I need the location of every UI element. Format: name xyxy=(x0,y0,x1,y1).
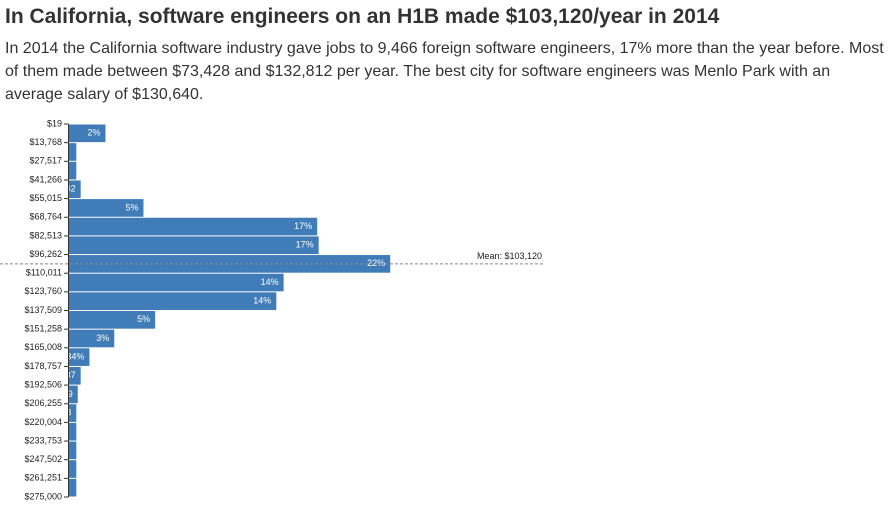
bar xyxy=(69,180,81,199)
y-tick-label: $27,517 xyxy=(29,156,62,166)
y-tick-label: $68,764 xyxy=(29,212,62,222)
y-tick-label: $55,015 xyxy=(29,193,62,203)
bar xyxy=(69,310,156,329)
y-tick-label: $261,251 xyxy=(24,473,62,483)
bar xyxy=(69,143,77,161)
bar xyxy=(69,478,77,497)
y-tick-label: $13,768 xyxy=(29,137,62,147)
bar xyxy=(69,217,318,236)
bar xyxy=(69,292,277,310)
bar xyxy=(69,255,391,273)
bar xyxy=(69,422,77,441)
plot-area: 2% 42 5% 17% 17% 22% 14% 14% 5% 3% 34% 37 9 8 xyxy=(66,124,391,497)
bar-label: 34% xyxy=(66,352,84,362)
bar xyxy=(69,348,90,366)
bar-label: 42 xyxy=(66,184,76,194)
y-tick-label: $220,004 xyxy=(24,417,62,427)
y-tick-label: $178,757 xyxy=(24,361,62,371)
bar xyxy=(69,385,78,404)
bar xyxy=(69,273,284,292)
y-tick-label: $137,509 xyxy=(24,305,62,315)
bar-label: 14% xyxy=(253,296,271,306)
bar xyxy=(69,404,77,422)
y-tick-label: $247,502 xyxy=(24,454,62,464)
bar-label: 3% xyxy=(96,333,109,343)
y-tick-label: $41,266 xyxy=(29,174,62,184)
bar-label: 14% xyxy=(261,277,279,287)
y-tick-label: $165,008 xyxy=(24,342,62,352)
chart: 2% 42 5% 17% 17% 22% 14% 14% 5% 3% 34% 37 9 8 $19 $13,… xyxy=(0,118,545,501)
bar-label: 8 xyxy=(66,407,71,417)
bar xyxy=(69,124,106,143)
y-tick-label: $192,506 xyxy=(24,379,62,389)
bar-label: 17% xyxy=(294,221,312,231)
bar-label: 2% xyxy=(87,128,100,138)
y-tick-label: $110,011 xyxy=(26,268,62,278)
y-tick-label: $82,513 xyxy=(29,230,62,240)
bar xyxy=(69,236,319,255)
y-tick-label: $123,760 xyxy=(24,286,62,296)
y-tick-label: $96,262 xyxy=(29,249,62,259)
bar-label: 9 xyxy=(68,389,73,399)
bar xyxy=(69,199,144,217)
bar-label: 17% xyxy=(296,240,314,250)
y-tick-label: $275,000 xyxy=(24,491,62,501)
y-tick-label: $151,258 xyxy=(24,324,62,334)
mean-label: Mean: $103,120 xyxy=(477,251,542,261)
y-tick-label: $206,255 xyxy=(24,398,62,408)
bar xyxy=(69,161,77,180)
bar-label: 22% xyxy=(367,258,385,268)
bar xyxy=(69,329,115,348)
chart-subtitle: In 2014 the California software industry… xyxy=(5,40,884,103)
chart-title: In California, software engineers on an … xyxy=(5,5,720,28)
bar-label: 5% xyxy=(137,314,150,324)
bar xyxy=(69,460,77,478)
y-tick-label: $19 xyxy=(47,118,62,128)
bar-label: 37 xyxy=(66,370,76,380)
y-tick-label: $233,753 xyxy=(24,435,62,445)
bar-label: 5% xyxy=(125,202,138,212)
bar xyxy=(69,366,81,385)
bar xyxy=(69,441,77,460)
